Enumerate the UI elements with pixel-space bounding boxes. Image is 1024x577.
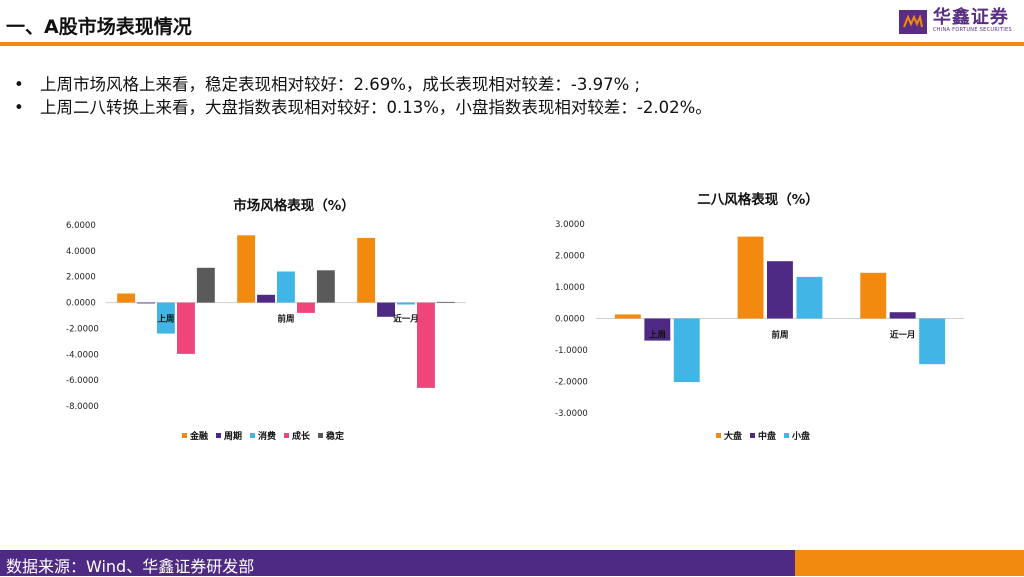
x-category-label: 上周 [157, 314, 174, 325]
bar-消费 [277, 271, 295, 303]
legend-swatch [716, 433, 721, 438]
bar-小盘 [673, 318, 700, 383]
legend-label-大盘: 大盘 [724, 430, 742, 442]
y-tick-label: -2.0000 [555, 378, 588, 388]
source-note: 数据来源：Wind、华鑫证券研发部 [6, 557, 255, 576]
header-divider [0, 42, 1024, 46]
bar-成长 [177, 302, 195, 354]
bar-金融 [237, 235, 256, 303]
bar-成长 [417, 302, 435, 388]
chart-size-style: 二八风格表现（%） 3.0000 2.0000 1.0000 0.0000 -1.0000… [555, 191, 964, 442]
bar-中盘 [644, 318, 671, 341]
y-tick-label: 0.0000 [555, 315, 585, 325]
y-tick-label: 6.0000 [66, 221, 96, 231]
chart-market-style: 市场风格表现（%） 6.0000 4.0000 2.0000 0.0000 -2.0000… [66, 197, 466, 442]
bar-稳定 [316, 270, 335, 303]
legend-swatch [182, 433, 187, 438]
header: 一、A股市场表现情况 华鑫证券 CHINA FORTUNE SECURITIES [0, 0, 1024, 42]
bar-小盘 [919, 318, 946, 365]
y-tick-label: -3.0000 [555, 409, 588, 419]
y-tick-label: -2.0000 [66, 324, 99, 334]
brand-mark-icon [898, 9, 927, 34]
y-tick-label: 1.0000 [555, 283, 585, 293]
bar-大盘 [614, 314, 641, 319]
brand-name-en: CHINA FORTUNE SECURITIES [932, 27, 1012, 33]
bar-小盘 [796, 276, 823, 319]
y-tick-label: -8.0000 [66, 402, 99, 412]
bar-中盘 [889, 312, 916, 319]
chart-title: 市场风格表现（%） [233, 197, 355, 214]
y-tick-label: 3.0000 [555, 220, 585, 230]
footer: 数据来源：Wind、华鑫证券研发部 [0, 550, 1024, 576]
bar-中盘 [767, 261, 793, 319]
chart-title: 二八风格表现（%） [697, 191, 819, 208]
legend-label-消费: 消费 [258, 430, 276, 442]
legend-swatch [318, 433, 323, 438]
legend-swatch [784, 433, 789, 438]
x-category-label: 近一月 [890, 330, 916, 341]
x-category-label: 前周 [771, 330, 788, 341]
bullet-item: 上周二八转换上来看，大盘指数表现相对较好：0.13%，小盘指数表现相对较差：-2… [14, 96, 712, 119]
x-category-label: 近一月 [393, 314, 419, 325]
legend-label-金融: 金融 [189, 430, 208, 442]
legend-swatch [750, 433, 755, 438]
x-category-label: 前周 [277, 314, 294, 325]
y-tick-label: 2.0000 [66, 273, 96, 283]
y-tick-label: 0.0000 [66, 299, 96, 309]
bar-消费 [397, 302, 415, 305]
footer-bar-purple [0, 550, 795, 576]
y-tick-label: 4.0000 [66, 247, 96, 257]
bar-周期 [257, 294, 275, 303]
legend-label-稳定: 稳定 [326, 430, 345, 442]
bar-周期 [137, 302, 155, 304]
x-category-label: 上周 [649, 330, 666, 341]
legend-swatch [216, 433, 221, 438]
legend-swatch [284, 433, 289, 438]
brand-name: 华鑫证券 [932, 7, 1009, 28]
bar-成长 [297, 302, 315, 313]
bar-稳定 [436, 301, 455, 303]
brand-logo: 华鑫证券 CHINA FORTUNE SECURITIES [898, 7, 1012, 34]
legend-label-周期: 周期 [224, 430, 242, 442]
bar-周期 [377, 302, 395, 317]
y-tick-label: -4.0000 [66, 350, 99, 360]
legend-label-中盘: 中盘 [758, 430, 776, 442]
bar-金融 [357, 237, 376, 303]
footer-bar-orange [795, 550, 1024, 576]
y-tick-label: 2.0000 [555, 252, 585, 262]
bar-稳定 [196, 267, 215, 303]
legend-label-小盘: 小盘 [791, 430, 810, 442]
y-tick-label: -6.0000 [66, 376, 99, 386]
bar-大盘 [860, 272, 887, 319]
bar-金融 [117, 293, 136, 303]
bar-消费 [157, 302, 175, 334]
legend-label-成长: 成长 [292, 430, 311, 442]
page-title: 一、A股市场表现情况 [6, 16, 192, 38]
bar-大盘 [737, 236, 764, 319]
bullet-item: 上周市场风格上来看，稳定表现相对较好：2.69%，成长表现相对较差：-3.97%… [14, 73, 712, 96]
summary-bullets: 上周市场风格上来看，稳定表现相对较好：2.69%，成长表现相对较差：-3.97%… [14, 73, 712, 119]
y-tick-label: -1.0000 [555, 346, 588, 356]
legend-swatch [250, 433, 255, 438]
